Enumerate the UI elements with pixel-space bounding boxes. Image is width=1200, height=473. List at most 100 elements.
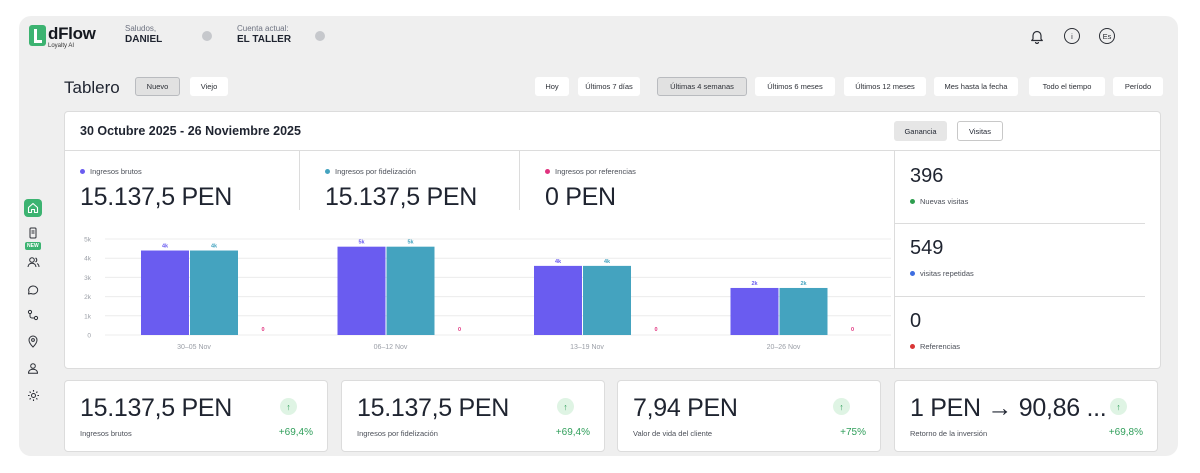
legend-dot [80,169,85,174]
metric-ingresos-fidelizacion: Ingresos por fidelización 15.137,5 PEN [325,167,477,212]
greeting-label: Saludos, [125,24,157,33]
stat-divider [894,296,1145,297]
metric-value: 15.137,5 PEN [80,183,233,211]
chat-icon[interactable] [24,280,42,298]
period-12-meses[interactable]: Últimos 12 meses [844,77,926,96]
period-mes-hasta-fecha[interactable]: Mes hasta la fecha [934,77,1018,96]
kpi-label: Ingresos por fidelización [357,429,438,438]
kpi-card-retorno-inversion: 1 PEN → 90,86 ... Retorno de la inversió… [894,380,1158,452]
view-tab-viejo[interactable]: Viejo [190,77,228,96]
chart-bar [583,265,631,335]
date-range: 30 Octubre 2025 - 26 Noviembre 2025 [80,124,301,138]
bar-data-label: 5k [358,240,365,246]
account-name: EL TALLER [237,34,292,46]
arrow-up-icon: ↑ [557,398,574,415]
arrow-up-icon: ↑ [280,398,297,415]
summary-panel: 30 Octubre 2025 - 26 Noviembre 2025 Gana… [64,111,1161,369]
location-icon[interactable] [24,332,42,350]
legend-dot [325,169,330,174]
bar-data-label: 2k [800,281,807,287]
kpi-label: Retorno de la inversión [910,429,988,438]
stat-visitas-repetidas: 549 visitas repetidas [910,237,974,278]
toggle-ganancia[interactable]: Ganancia [894,121,947,141]
period-hoy[interactable]: Hoy [535,77,569,96]
user-icon[interactable] [24,359,42,377]
y-tick-label: 4k [84,256,92,263]
chart-bar [534,265,582,335]
left-nav-rail: NEW [19,56,48,456]
x-tick-label: 20–26 Nov [767,344,801,351]
home-icon[interactable] [24,199,42,217]
stat-label: Nuevas visitas [920,197,969,206]
legend-dot [910,271,915,276]
y-tick-label: 1k [84,313,92,320]
chart-bar [779,287,828,335]
legend-dot [545,169,550,174]
info-icon[interactable]: i [1064,28,1080,44]
x-tick-label: 30–05 Nov [177,344,211,351]
app-window: dFlow Loyalty AI Saludos, DANIEL Cuenta … [19,16,1178,456]
brand-sub: Loyalty AI [48,43,75,49]
metric-value: 15.137,5 PEN [325,183,478,211]
y-tick-label: 3k [84,275,92,282]
language-icon[interactable]: Es [1099,28,1115,44]
receipt-icon[interactable] [24,224,42,242]
chart-bar [141,250,189,335]
chart-bar [337,246,386,335]
kpi-change: +69,8% [1108,427,1143,438]
y-tick-label: 0 [87,333,91,340]
bar-data-label: 5k [407,240,414,246]
period-7-dias[interactable]: Últimos 7 días [578,77,640,96]
y-tick-label: 2k [84,294,92,301]
toggle-visitas[interactable]: Visitas [957,121,1003,141]
x-tick-label: 13–19 Nov [570,344,604,351]
bar-data-label: 0 [851,327,854,333]
stat-referencias: 0 Referencias [910,310,960,351]
metric-value: 0 PEN [545,183,616,211]
chart-bar [730,287,779,335]
metric-label: Ingresos por fidelización [335,167,416,176]
kpi-change: +69,4% [555,427,590,438]
settings-icon[interactable] [24,386,42,404]
top-bar: dFlow Loyalty AI Saludos, DANIEL Cuenta … [19,16,1178,56]
view-tab-nuevo[interactable]: Nuevo [135,77,180,96]
period-6-meses[interactable]: Últimos 6 meses [755,77,835,96]
user-menu-button[interactable] [202,31,212,41]
brand-name: dFlow [48,24,96,43]
stat-value: 396 [910,165,944,187]
kpi-label: Valor de vida del cliente [633,429,713,438]
kpi-label: Ingresos brutos [80,429,132,438]
revenue-bar-chart: 0 1k 2k 3k 4k 5k 4k 4k 0 30–05 Nov 5k 5k 0 06–12 Nov 4… [84,237,891,351]
metric-ingresos-brutos: Ingresos brutos 15.137,5 PEN [80,167,232,212]
bell-icon[interactable] [1029,28,1045,44]
bar-data-label: 0 [261,327,264,333]
period-4-semanas[interactable]: Últimas 4 semanas [657,77,747,96]
brand-logo[interactable]: dFlow Loyalty AI [29,25,96,49]
new-badge: NEW [25,242,41,250]
legend-dot [910,199,915,204]
bar-data-label: 0 [458,327,461,333]
kpi-value: 7,94 PEN [633,394,738,422]
greeting: Saludos, DANIEL [125,24,162,46]
logo-mark-icon [29,25,46,46]
x-tick-label: 06–12 Nov [374,344,408,351]
flow-icon[interactable] [24,306,42,324]
period-todo-el-tiempo[interactable]: Todo el tiempo [1029,77,1105,96]
legend-dot [910,344,915,349]
users-icon[interactable] [24,253,42,271]
current-account: Cuenta actual: EL TALLER [237,24,292,46]
kpi-change: +69,4% [278,427,313,438]
kpi-card-ingresos-brutos: 15.137,5 PEN Ingresos brutos ↑ +69,4% [64,380,328,452]
kpi-value: 15.137,5 PEN [357,394,510,422]
kpi-value: 15.137,5 PEN [80,394,233,422]
metric-label: Ingresos brutos [90,167,142,176]
metric-divider [299,150,300,210]
metric-label: Ingresos por referencias [555,167,636,176]
stat-value: 0 [910,310,922,332]
period-custom[interactable]: Período [1113,77,1163,96]
page-title: Tablero [64,78,120,97]
bar-data-label: 0 [654,327,657,333]
account-switch-button[interactable] [315,31,325,41]
bar-data-label: 4k [162,244,169,250]
arrow-up-icon: ↑ [833,398,850,415]
